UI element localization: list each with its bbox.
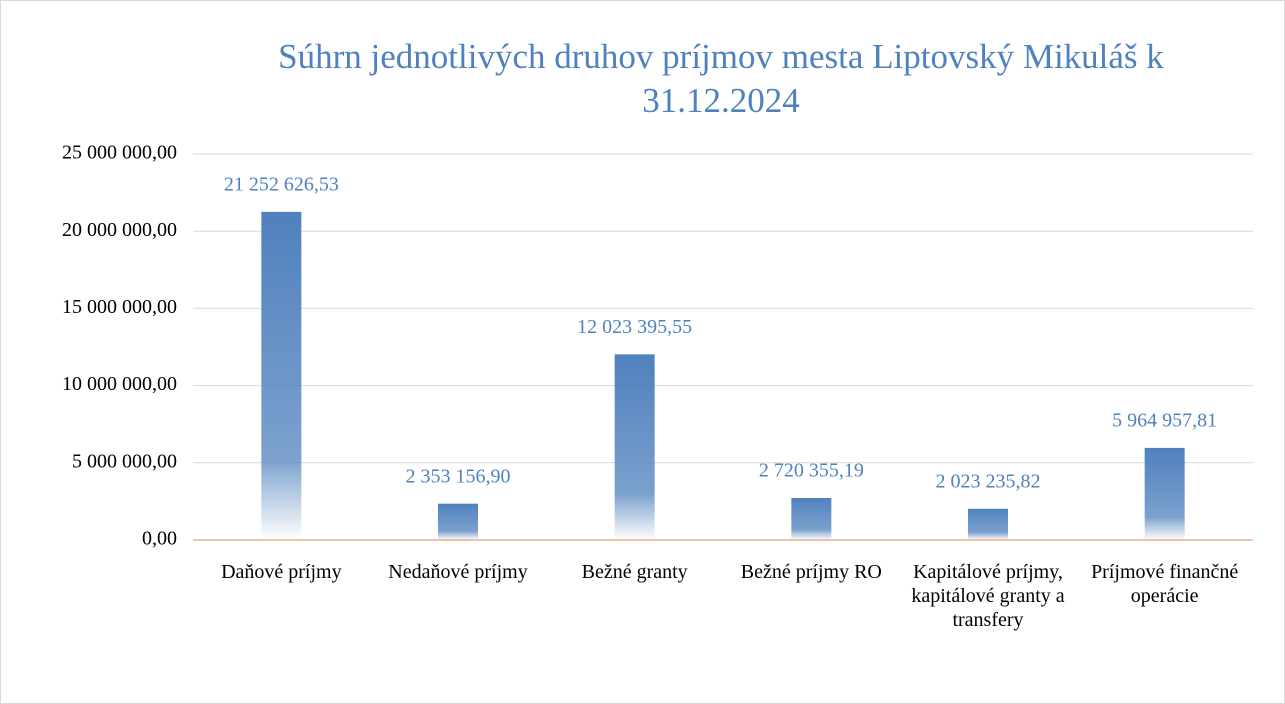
data-label: 12 023 395,55 [577,316,692,338]
y-tick-label: 25 000 000,00 [62,142,177,164]
bar [261,211,302,541]
data-label: 21 252 626,53 [224,173,339,195]
y-tick-label: 0,00 [142,528,177,550]
y-tick-label: 15 000 000,00 [62,296,177,318]
data-label: 5 964 957,81 [1112,409,1217,431]
x-tick-label: Nedaňové príjmy [388,561,528,583]
x-tick-label: Daňové príjmy [221,561,342,583]
y-tick-label: 10 000 000,00 [62,373,177,395]
data-label: 2 720 355,19 [759,460,864,482]
x-tick-label: Bežné granty [581,561,688,583]
bar [1144,447,1185,540]
y-tick-label: 20 000 000,00 [62,219,177,241]
y-tick-label: 5 000 000,00 [72,450,177,472]
x-tick-label: Bežné príjmy RO [740,561,882,583]
bar [438,503,478,540]
x-tick-label: Kapitálové príjmy, kapitálové granty a t… [911,561,1065,631]
bar [791,497,832,540]
x-tick-label: Príjmové finančné operácie [1091,561,1239,607]
bar [968,508,1008,540]
bar [614,354,655,540]
chart-title: Súhrn jednotlivých druhov príjmov mesta … [278,37,1164,120]
data-label: 2 353 156,90 [406,465,511,487]
data-label: 2 023 235,82 [936,470,1041,492]
